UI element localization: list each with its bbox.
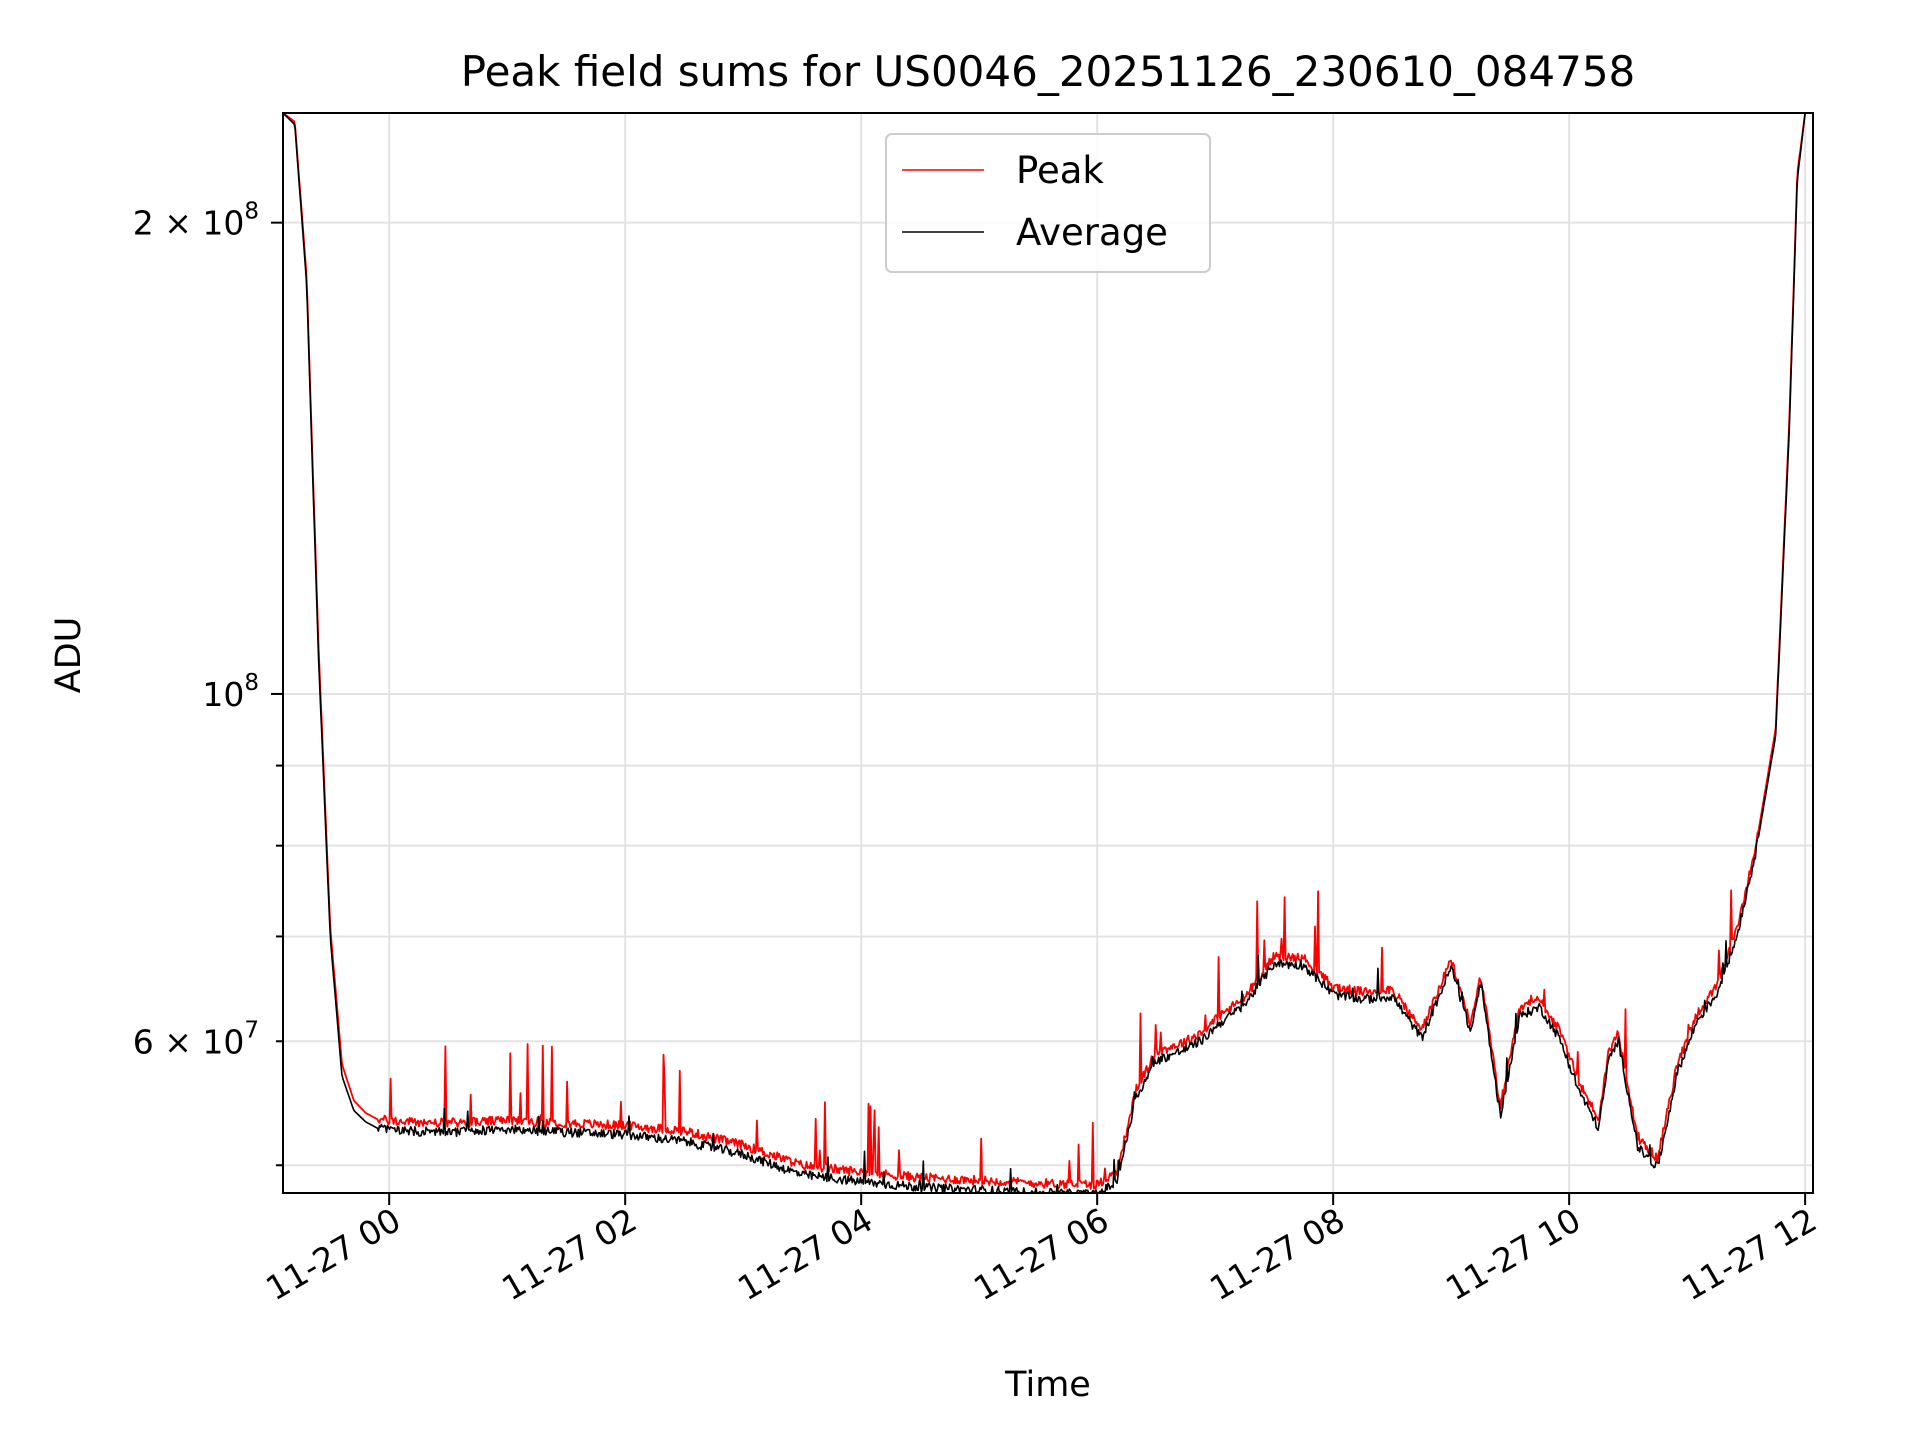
x-tick-label: 11-27 06	[967, 1200, 1115, 1308]
x-tick-label: 11-27 12	[1675, 1200, 1823, 1308]
plot-frame	[282, 112, 1814, 1194]
y-tick-label: 2 × 108	[133, 199, 259, 243]
series-line-average	[282, 112, 1806, 1194]
legend-label-average: Average	[1016, 211, 1168, 254]
y-tick-exponent: 7	[244, 1017, 259, 1043]
x-tick-label: 11-27 08	[1203, 1200, 1351, 1308]
x-axis: 11-27 00 11-27 02 11-27 04 11-27 06 11-27 08…	[259, 1193, 1823, 1308]
y-tick-exponent: 8	[244, 199, 259, 225]
x-tick-label: 11-27 02	[495, 1200, 643, 1308]
y-axis-label: ADU	[49, 617, 89, 694]
series-layer	[282, 112, 1806, 1194]
y-tick-base: 10	[202, 675, 244, 714]
y-tick-base: 2 × 10	[133, 204, 245, 243]
x-tick-label: 11-27 00	[259, 1200, 407, 1308]
legend-label-peak: Peak	[1016, 149, 1104, 192]
grid	[283, 113, 1813, 1193]
series-line-peak	[282, 112, 1806, 1190]
y-tick-label: 6 × 107	[133, 1017, 259, 1061]
legend-box	[885, 133, 1211, 273]
legend: Peak Average	[885, 133, 1211, 273]
y-tick-base: 6 × 10	[133, 1022, 245, 1061]
chart-title: Peak field sums for US0046_20251126_2306…	[461, 47, 1636, 96]
x-tick-label: 11-27 10	[1439, 1200, 1587, 1308]
y-tick-label: 108	[202, 670, 259, 714]
y-tick-exponent: 8	[244, 670, 259, 696]
x-axis-label: Time	[1004, 1365, 1091, 1405]
x-tick-label: 11-27 04	[731, 1200, 879, 1308]
